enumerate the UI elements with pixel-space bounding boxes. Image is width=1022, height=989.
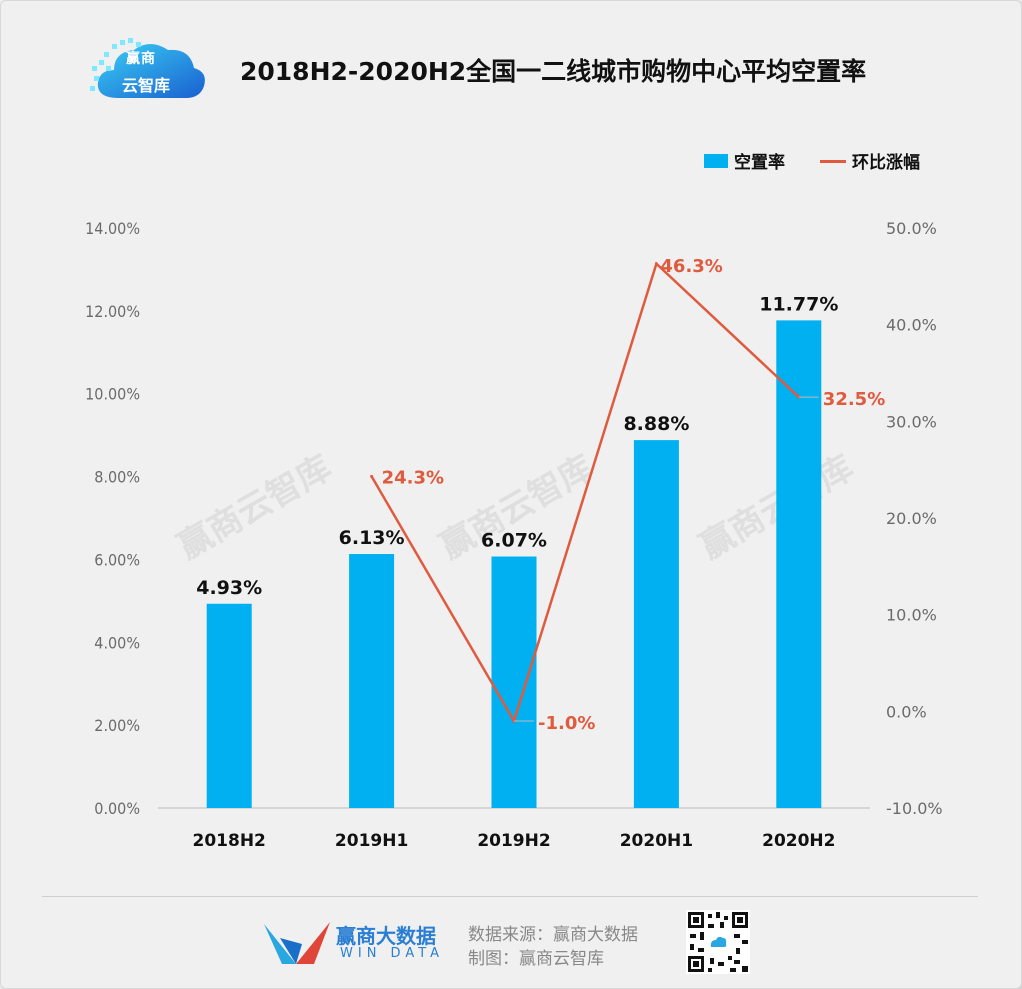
growth-point [654, 262, 658, 266]
qr-code-icon [686, 910, 750, 974]
footer-brand: 赢商大数据 [336, 924, 436, 948]
logo-cloud-icon [90, 38, 205, 98]
y-right-tick-label: 50.0% [886, 219, 937, 238]
bar [633, 440, 679, 808]
bar [349, 554, 395, 808]
bar-value-label: 11.77% [759, 293, 838, 315]
y-right-tick-label: 0.0% [886, 702, 927, 721]
y-right-tick-label: 40.0% [886, 316, 937, 335]
footer-divider [42, 896, 978, 897]
y-left-tick-label: 8.00% [94, 468, 140, 487]
legend-line-label: 环比涨幅 [852, 153, 920, 173]
x-tick-label: 2020H2 [762, 831, 835, 851]
y-left-tick-label: 12.00% [85, 302, 140, 321]
legend-line-swatch [820, 160, 846, 163]
growth-line [370, 261, 800, 725]
x-tick-label: 2018H2 [193, 831, 266, 851]
logo-text-top: 赢商 [126, 51, 156, 67]
y-left-tick-label: 4.00% [94, 633, 140, 652]
chart-title: 2018H2-2020H2全国一二线城市购物中心平均空置率 [240, 57, 867, 86]
y-right-tick-label: -10.0% [886, 799, 943, 818]
growth-point [370, 474, 374, 478]
legend-bar-label: 空置率 [734, 153, 785, 173]
y-left-tick-label: 0.00% [94, 799, 140, 818]
y-right-tick-label: 20.0% [886, 509, 937, 528]
footer-brand-en: WIN DATA [340, 946, 445, 961]
growth-value-label: 32.5% [823, 389, 885, 410]
growth-value-label: 46.3% [660, 256, 722, 277]
x-tick-label: 2019H2 [477, 831, 550, 851]
brand-logo-icon [264, 922, 330, 964]
y-left-tick-label: 14.00% [85, 219, 140, 238]
bar-value-label: 6.07% [481, 530, 547, 552]
legend-bar-swatch [704, 154, 728, 168]
chart-maker: 制图：赢商云智库 [468, 949, 604, 969]
bar-value-label: 6.13% [339, 527, 405, 549]
y-left-tick-label: 6.00% [94, 550, 140, 569]
growth-value-label: -1.0% [538, 713, 595, 734]
bar [206, 603, 252, 808]
bar-value-label: 8.88% [623, 413, 689, 435]
y-left-tick-label: 10.00% [85, 385, 140, 404]
x-tick-label: 2020H1 [620, 831, 693, 851]
y-right-tick-label: 10.0% [886, 606, 937, 625]
data-source: 数据来源：赢商大数据 [468, 925, 638, 945]
logo-text-bottom: 云智库 [122, 76, 171, 95]
y-left-tick-label: 2.00% [94, 716, 140, 735]
bar [776, 320, 822, 808]
x-tick-label: 2019H1 [335, 831, 408, 851]
growth-value-label: 24.3% [382, 467, 444, 488]
bar [491, 556, 537, 808]
bar-value-label: 4.93% [196, 577, 262, 599]
y-right-tick-label: 30.0% [886, 412, 937, 431]
